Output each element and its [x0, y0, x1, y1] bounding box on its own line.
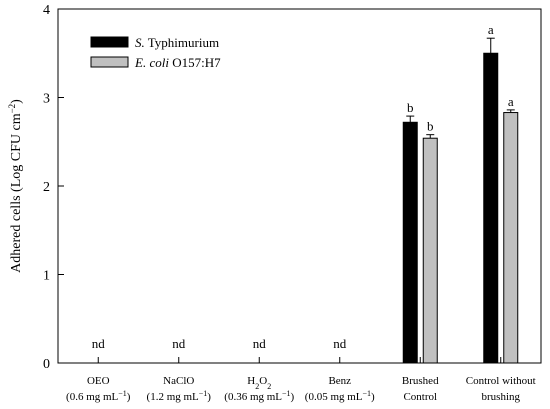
legend-label: S. Typhimurium: [135, 35, 219, 50]
x-tick-label-line2: (1.2 mg mL−1): [147, 389, 212, 404]
x-tick-label-line2: (0.05 mg mL−1): [305, 389, 375, 404]
plot-frame: [57, 8, 542, 364]
axes: [57, 8, 542, 364]
x-tick-label-line1: Control without: [466, 375, 536, 387]
nd-label: nd: [92, 336, 106, 351]
nd-label: nd: [172, 336, 186, 351]
bar: [483, 52, 499, 364]
x-tick-label-line1: H2O2: [247, 375, 271, 391]
legend-swatch: [90, 56, 129, 68]
x-tick-label-line1: NaClO: [163, 375, 194, 387]
bars: [402, 37, 519, 364]
y-tick-label: 3: [43, 92, 50, 107]
x-tick-label-line1: Benz: [328, 375, 351, 387]
significance-label: b: [407, 100, 414, 115]
x-tick-label-line1: OEO: [87, 375, 110, 387]
x-tick-label-line2: Control: [403, 391, 437, 403]
y-tick-label: 1: [43, 269, 50, 284]
x-axis-ticks: OEO(0.6 mg mL−1)NaClO(1.2 mg mL−1)H2O2(0…: [66, 357, 536, 403]
legend-swatch: [90, 36, 129, 48]
x-tick-label-line2: (0.6 mg mL−1): [66, 389, 131, 404]
y-axis-ticks: 0 1 2 3 4: [43, 3, 64, 372]
bar-labels: b a b a nd nd nd nd: [92, 22, 514, 351]
x-tick-label-line2: brushing: [482, 391, 521, 403]
legend: S. Typhimurium E. coli O157:H7: [90, 35, 221, 70]
bar: [503, 112, 519, 364]
y-tick-label: 0: [43, 357, 50, 372]
significance-label: b: [427, 119, 434, 134]
legend-label: E. coli O157:H7: [134, 55, 221, 70]
significance-label: a: [488, 22, 494, 37]
y-axis-title: Adhered cells (Log CFU cm−2): [7, 99, 24, 273]
y-tick-label: 2: [43, 180, 50, 195]
nd-label: nd: [333, 336, 347, 351]
bar: [402, 121, 418, 364]
bar: [422, 137, 438, 364]
x-tick-label-line2: (0.36 mg mL−1): [224, 389, 294, 404]
x-tick-label-line1: Brushed: [402, 375, 439, 387]
nd-label: nd: [253, 336, 267, 351]
y-tick-label: 4: [43, 3, 50, 18]
significance-label: a: [508, 94, 514, 109]
